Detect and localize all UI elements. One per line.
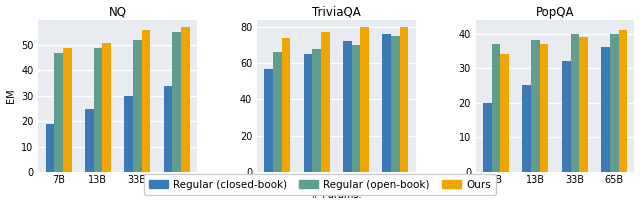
Bar	[492, 44, 500, 172]
Bar	[601, 47, 610, 172]
Bar	[570, 34, 579, 172]
Title: TriviaQA: TriviaQA	[312, 6, 361, 19]
Bar	[579, 37, 588, 172]
Y-axis label: EM: EM	[6, 89, 15, 103]
Bar	[383, 34, 391, 172]
Bar	[54, 53, 63, 172]
Legend: Regular (closed-book), Regular (open-book), Ours: Regular (closed-book), Regular (open-boo…	[143, 174, 497, 195]
Bar	[360, 27, 369, 172]
Bar	[500, 54, 509, 172]
Title: PopQA: PopQA	[536, 6, 575, 19]
Bar	[352, 45, 360, 172]
Bar	[483, 103, 492, 172]
Bar	[63, 48, 72, 172]
Bar	[304, 54, 312, 172]
Bar	[264, 69, 273, 172]
Bar	[400, 27, 408, 172]
Bar	[181, 27, 189, 172]
Bar	[124, 96, 133, 172]
Bar	[312, 49, 321, 172]
Bar	[343, 41, 352, 172]
Bar	[273, 52, 282, 172]
Bar	[93, 48, 102, 172]
Bar	[133, 40, 141, 172]
Title: NQ: NQ	[109, 6, 127, 19]
Bar	[45, 124, 54, 172]
Bar	[321, 32, 330, 172]
Bar	[619, 30, 627, 172]
Bar	[102, 43, 111, 172]
Bar	[391, 36, 400, 172]
Bar	[282, 38, 291, 172]
Bar	[540, 44, 548, 172]
Bar	[531, 40, 540, 172]
Bar	[141, 30, 150, 172]
Bar	[85, 109, 93, 172]
Bar	[164, 86, 172, 172]
Bar	[172, 32, 181, 172]
Bar	[610, 34, 619, 172]
Bar	[562, 61, 570, 172]
X-axis label: # Params.: # Params.	[311, 190, 362, 200]
Bar	[522, 85, 531, 172]
